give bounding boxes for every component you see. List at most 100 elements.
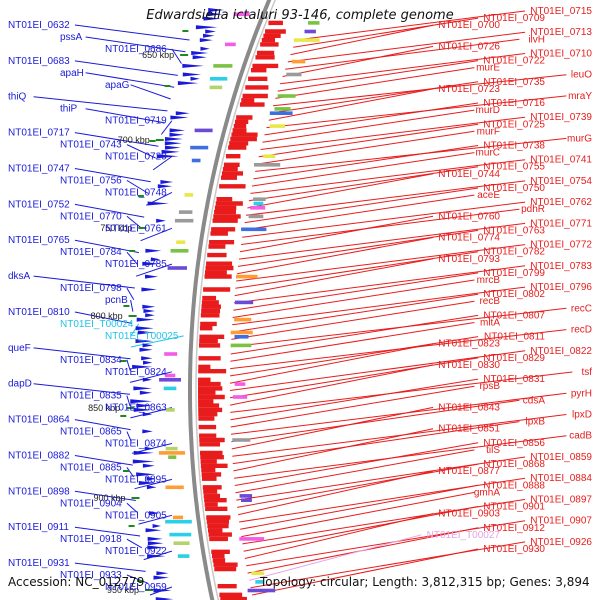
- right-gene-label[interactable]: mltA: [480, 318, 500, 329]
- right-gene-label[interactable]: NT01EI_0907: [530, 516, 592, 527]
- right-gene-label[interactable]: murE: [476, 63, 500, 74]
- left-gene-label[interactable]: NT01EI_0770: [60, 211, 122, 222]
- right-gene-label[interactable]: NT01EI_0710: [530, 49, 592, 60]
- left-gene-label[interactable]: NT01EI_0686: [105, 44, 167, 55]
- left-gene-label[interactable]: NT01EI_0922: [105, 546, 167, 557]
- right-gene-label[interactable]: NT01EI_0772: [530, 240, 592, 251]
- left-gene-label[interactable]: NT01EI_0824: [105, 367, 167, 378]
- left-gene-label[interactable]: pcnB: [105, 295, 128, 306]
- left-gene-label[interactable]: apaH: [60, 68, 84, 79]
- right-gene-label[interactable]: recD: [571, 325, 592, 336]
- left-gene-label[interactable]: NT01EI_0905: [105, 510, 167, 521]
- right-gene-label[interactable]: NT01EI_0754: [530, 176, 592, 187]
- right-gene-label[interactable]: NT01EI_0735: [483, 77, 545, 88]
- right-gene-label[interactable]: NT01EI_0771: [530, 218, 592, 229]
- right-gene-label[interactable]: NT01EI_0723: [438, 84, 500, 95]
- right-gene-label[interactable]: NT01EI_0912: [483, 523, 545, 534]
- left-gene-label[interactable]: NT01EI_0865: [60, 427, 122, 438]
- right-gene-label[interactable]: NT01EI_0811: [484, 332, 545, 343]
- right-gene-label[interactable]: NT01EI_0901: [483, 502, 545, 513]
- left-gene-label[interactable]: NT01EI_0834: [60, 355, 122, 366]
- right-gene-label[interactable]: gmhA: [474, 487, 500, 498]
- right-gene-label[interactable]: NT01EI_T00027: [427, 530, 501, 541]
- right-gene-label[interactable]: NT01EI_0823: [438, 339, 500, 350]
- right-gene-label[interactable]: recC: [571, 303, 592, 314]
- left-gene-label[interactable]: thiP: [60, 104, 78, 115]
- left-gene-label[interactable]: NT01EI_0719: [105, 116, 167, 127]
- right-gene-label[interactable]: NT01EI_0859: [530, 452, 592, 463]
- right-gene-label[interactable]: NT01EI_0851: [438, 424, 500, 435]
- left-gene-label[interactable]: NT01EI_0898: [8, 486, 70, 497]
- right-gene-label[interactable]: NT01EI_0739: [530, 112, 592, 123]
- right-gene-label[interactable]: NT01EI_0856: [483, 438, 545, 449]
- left-gene-label[interactable]: NT01EI_0761: [105, 223, 167, 234]
- right-gene-label[interactable]: cadB: [569, 431, 592, 442]
- right-gene-label[interactable]: rpsB: [479, 381, 500, 392]
- right-gene-label[interactable]: cdsA: [523, 395, 546, 406]
- left-gene-label[interactable]: dapD: [8, 379, 32, 390]
- right-gene-label[interactable]: NT01EI_0722: [483, 56, 545, 67]
- left-gene-label[interactable]: NT01EI_0743: [60, 140, 122, 151]
- right-gene-label[interactable]: NT01EI_0762: [530, 197, 592, 208]
- left-gene-label[interactable]: NT01EI_0752: [8, 199, 70, 210]
- right-gene-label[interactable]: NT01EI_0822: [530, 346, 592, 357]
- right-gene-label[interactable]: NT01EI_0755: [483, 162, 545, 173]
- right-gene-label[interactable]: NT01EI_0793: [438, 254, 500, 265]
- right-gene-label[interactable]: NT01EI_0725: [483, 119, 545, 130]
- left-gene-label[interactable]: NT01EI_0765: [8, 235, 70, 246]
- left-gene-label[interactable]: apaG: [105, 80, 130, 91]
- right-gene-label[interactable]: NT01EI_0802: [483, 289, 545, 300]
- right-gene-label[interactable]: NT01EI_0783: [530, 261, 592, 272]
- right-gene-label[interactable]: NT01EI_0726: [438, 41, 500, 52]
- left-gene-label[interactable]: NT01EI_0931: [8, 558, 70, 569]
- left-gene-label[interactable]: NT01EI_0717: [8, 128, 70, 139]
- right-gene-label[interactable]: ilvH: [528, 34, 545, 45]
- left-gene-label[interactable]: NT01EI_0785: [105, 259, 167, 270]
- right-gene-label[interactable]: NT01EI_0843: [438, 402, 500, 413]
- right-gene-label[interactable]: NT01EI_0884: [530, 473, 592, 484]
- right-gene-label[interactable]: lpxB: [526, 417, 546, 428]
- right-gene-label[interactable]: NT01EI_0903: [438, 509, 500, 520]
- right-gene-label[interactable]: NT01EI_0868: [483, 459, 545, 470]
- right-gene-label[interactable]: mraY: [568, 91, 592, 102]
- right-gene-label[interactable]: NT01EI_0782: [483, 247, 545, 258]
- right-gene-label[interactable]: NT01EI_0807: [483, 310, 545, 321]
- left-gene-label[interactable]: NT01EI_0895: [105, 474, 167, 485]
- left-gene-label[interactable]: NT01EI_T00025: [105, 331, 179, 342]
- left-gene-label[interactable]: NT01EI_0911: [8, 522, 69, 533]
- right-gene-label[interactable]: pdhR: [521, 204, 545, 215]
- left-gene-label[interactable]: NT01EI_0874: [105, 439, 167, 450]
- right-gene-label[interactable]: murG: [567, 133, 592, 144]
- right-gene-label[interactable]: NT01EI_0760: [438, 211, 500, 222]
- left-gene-label[interactable]: NT01EI_0810: [8, 307, 70, 318]
- left-gene-label[interactable]: NT01EI_0784: [60, 247, 122, 258]
- right-gene-label[interactable]: NT01EI_0716: [483, 98, 545, 109]
- right-gene-label[interactable]: murC: [476, 148, 500, 159]
- right-gene-label[interactable]: murF: [477, 126, 500, 137]
- right-gene-label[interactable]: lpxD: [572, 410, 592, 421]
- left-gene-label[interactable]: NT01EI_0959: [105, 582, 167, 593]
- left-gene-label[interactable]: NT01EI_0748: [105, 187, 167, 198]
- right-gene-label[interactable]: NT01EI_0796: [530, 282, 592, 293]
- right-gene-label[interactable]: mrcB: [477, 275, 501, 286]
- right-gene-label[interactable]: recB: [479, 296, 500, 307]
- right-gene-label[interactable]: NT01EI_0750: [483, 183, 545, 194]
- right-gene-label[interactable]: NT01EI_0713: [530, 27, 592, 38]
- left-gene-label[interactable]: queF: [8, 343, 31, 354]
- right-gene-label[interactable]: NT01EI_0799: [483, 268, 545, 279]
- right-gene-label[interactable]: NT01EI_0700: [438, 20, 500, 31]
- right-gene-label[interactable]: tilS: [486, 445, 500, 456]
- right-gene-label[interactable]: NT01EI_0744: [438, 169, 500, 180]
- right-gene-label[interactable]: leuO: [571, 70, 592, 81]
- left-gene-label[interactable]: NT01EI_0864: [8, 415, 70, 426]
- right-gene-label[interactable]: NT01EI_0926: [530, 537, 592, 548]
- left-gene-label[interactable]: NT01EI_0918: [60, 534, 122, 545]
- left-gene-label[interactable]: NT01EI_0904: [60, 498, 122, 509]
- right-gene-label[interactable]: NT01EI_0709: [483, 13, 545, 24]
- right-gene-label[interactable]: NT01EI_0888: [483, 480, 545, 491]
- right-gene-label[interactable]: aceE: [477, 190, 500, 201]
- left-gene-label[interactable]: NT01EI_0798: [60, 283, 122, 294]
- left-gene-label[interactable]: NT01EI_0885: [60, 462, 122, 473]
- left-gene-label[interactable]: dksA: [8, 271, 31, 282]
- left-gene-label[interactable]: NT01EI_0933: [60, 570, 122, 581]
